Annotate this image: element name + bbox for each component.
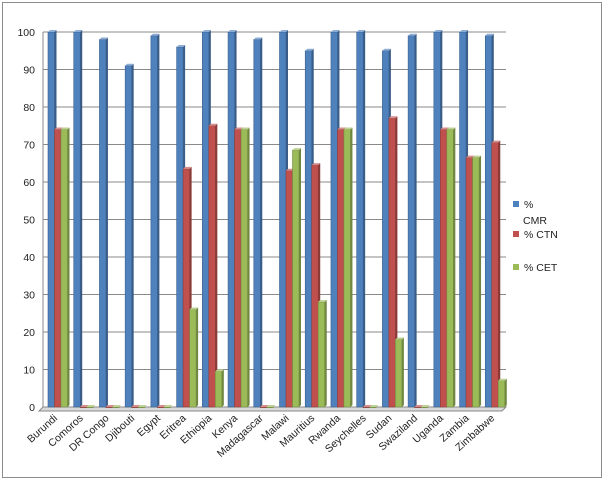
bar-cmr-madagascar [253, 37, 263, 408]
bar-cet-zambia [472, 155, 482, 408]
bar-cmr-seychelles [356, 30, 366, 408]
legend: % CMR % CTN % CET [513, 199, 558, 274]
bar-cet-malawi [292, 148, 301, 408]
chart-frame: 0 10 20 30 40 50 60 70 80 90 100 Burundi Comoros DR … [2, 2, 602, 478]
legend-label: % CTN [524, 229, 558, 241]
legend-label: % CET [524, 262, 558, 274]
chart-floor [37, 406, 508, 412]
y-tick-label: 100 [17, 27, 35, 39]
bar-cmr-egypt [150, 33, 160, 408]
bar-cet-swaziland [420, 405, 430, 408]
bar-cmr-dr-congo [99, 37, 108, 408]
bar-cmr-comoros [73, 30, 83, 408]
y-tick-label: 50 [23, 215, 35, 227]
bar-cet-madagascar [266, 405, 276, 408]
legend-swatch [513, 231, 519, 237]
bar-cet-zimbabwe [497, 378, 507, 408]
legend-item: % CMR [513, 199, 547, 227]
legend-item: % CTN [513, 229, 558, 241]
legend-swatch [513, 264, 519, 270]
legend-item: % CET [513, 262, 558, 274]
legend-label: CMR [523, 215, 547, 227]
bar-cet-burundi [60, 127, 70, 408]
y-tick-label: 0 [29, 402, 35, 414]
gridlines [43, 31, 506, 408]
y-tick-label: 80 [23, 102, 35, 114]
bar-cet-seychelles [369, 405, 379, 408]
bar-cet-egypt [163, 405, 173, 408]
bar-cmr-swaziland [407, 33, 417, 408]
legend-label: % [524, 199, 533, 211]
y-tick-label: 90 [23, 65, 35, 77]
bar-cet-rwanda [343, 127, 353, 408]
bars [47, 30, 507, 408]
y-tick-label: 40 [23, 252, 35, 264]
bar-cet-ethiopia [215, 369, 224, 408]
bar-cet-eritrea [189, 307, 199, 408]
legend-swatch [513, 201, 519, 207]
bar-cet-mauritius [317, 300, 327, 408]
y-tick-label: 10 [23, 365, 35, 377]
bar-cet-dr-congo [112, 405, 121, 408]
bar-ctn-sudan [388, 116, 398, 408]
bar-chart: 0 10 20 30 40 50 60 70 80 90 100 BurundiComorosDR … [17, 27, 558, 460]
bar-cet-uganda [446, 127, 456, 408]
y-tick-label: 20 [23, 327, 35, 339]
bar-cet-kenya [240, 127, 250, 408]
bar-cmr-djibouti [124, 63, 134, 408]
y-tick-label: 60 [23, 177, 35, 189]
x-tick-label: Djibouti [103, 412, 137, 444]
y-tick-label: 30 [23, 290, 35, 302]
bar-ctn-comoros [79, 405, 89, 408]
chart-floor-plane [37, 406, 508, 412]
bar-ctn-zimbabwe [491, 140, 501, 408]
y-tick-label: 70 [23, 140, 35, 152]
bar-cet-comoros [86, 405, 96, 408]
bar-cet-sudan [395, 337, 404, 408]
y-axis: 0 10 20 30 40 50 60 70 80 90 100 [17, 27, 44, 414]
bar-cet-djibouti [137, 405, 147, 408]
bar-ctn-ethiopia [208, 123, 218, 408]
